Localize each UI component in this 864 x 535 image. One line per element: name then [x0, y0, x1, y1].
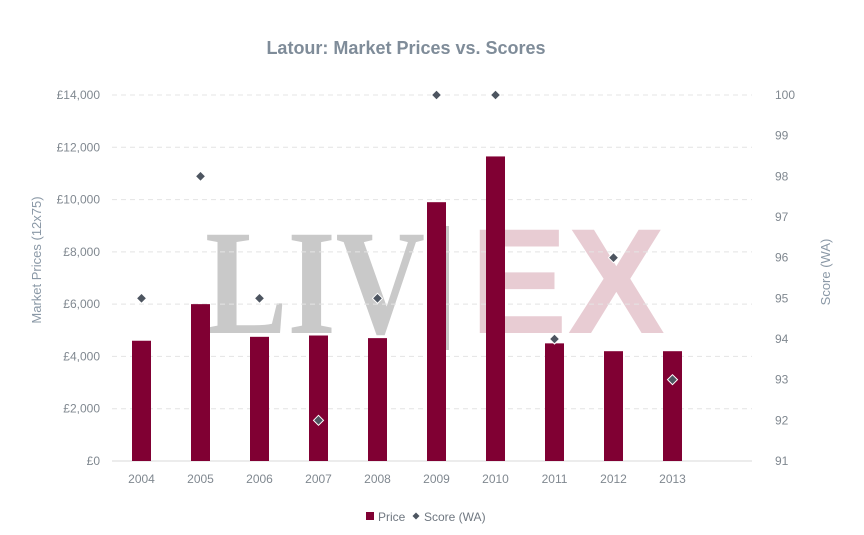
x-tick-label: 2004	[128, 472, 155, 486]
score-marker	[430, 89, 443, 101]
x-tick-label: 2007	[305, 472, 332, 486]
right-axis-ticks: 91 92 93 94 95 96 97 98 99 100	[775, 88, 795, 468]
x-tick-label: 2010	[482, 472, 509, 486]
score-marker	[253, 292, 266, 305]
left-axis-label: Market Prices (12x75)	[29, 196, 44, 323]
price-bars	[132, 156, 682, 461]
score-markers	[135, 89, 679, 427]
price-bar	[604, 351, 623, 461]
price-bar	[486, 156, 505, 461]
right-tick-label: 94	[775, 332, 789, 346]
legend-score-marker	[412, 512, 420, 520]
chart-title: Latour: Market Prices vs. Scores	[266, 38, 545, 58]
left-axis-ticks: £0 £2,000 £4,000 £6,000 £8,000 £10,000 £12,000…	[57, 88, 101, 468]
legend-score-label: Score (WA)	[424, 510, 486, 524]
price-bar	[545, 343, 564, 461]
price-bar	[132, 340, 151, 461]
x-tick-label: 2011	[542, 472, 568, 486]
price-bar	[368, 338, 387, 461]
right-tick-label: 92	[775, 413, 789, 427]
legend-price-swatch	[366, 512, 374, 520]
score-marker	[489, 89, 502, 101]
right-tick-label: 97	[775, 210, 789, 224]
score-marker	[666, 373, 679, 386]
x-tick-label: 2005	[187, 472, 214, 486]
legend: Price Score (WA)	[366, 510, 486, 524]
price-bar	[250, 336, 269, 461]
legend-price-label: Price	[378, 510, 406, 524]
watermark-divider	[446, 226, 449, 350]
right-axis-label: Score (WA)	[818, 239, 833, 306]
right-tick-label: 91	[775, 454, 789, 468]
price-bar	[427, 202, 446, 461]
right-tick-label: 100	[775, 88, 795, 102]
price-bar	[663, 351, 682, 461]
left-tick-label: £4,000	[63, 349, 100, 363]
price-bar	[309, 335, 328, 461]
score-marker	[135, 292, 148, 305]
left-tick-label: £12,000	[57, 140, 101, 154]
x-tick-label: 2009	[423, 472, 450, 486]
score-marker	[371, 292, 384, 305]
x-tick-label: 2012	[600, 472, 627, 486]
score-marker	[194, 170, 207, 183]
score-marker	[607, 251, 620, 264]
x-tick-label: 2013	[659, 472, 686, 486]
x-axis-ticks: 2004 2005 2006 2007 2008 2009 2010 2011 2012 2013	[128, 472, 686, 486]
left-tick-label: £8,000	[63, 245, 100, 259]
x-tick-label: 2008	[364, 472, 391, 486]
right-tick-label: 95	[775, 291, 789, 305]
score-marker	[548, 333, 561, 345]
left-tick-label: £10,000	[57, 193, 101, 207]
left-tick-label: £14,000	[57, 88, 101, 102]
right-tick-label: 96	[775, 251, 789, 265]
price-bar	[191, 304, 210, 461]
left-tick-label: £6,000	[63, 297, 100, 311]
score-marker	[312, 414, 325, 427]
right-tick-label: 98	[775, 169, 789, 183]
x-tick-label: 2006	[246, 472, 273, 486]
right-tick-label: 93	[775, 373, 789, 387]
left-tick-label: £0	[87, 454, 101, 468]
left-tick-label: £2,000	[63, 402, 100, 416]
right-tick-label: 99	[775, 129, 789, 143]
